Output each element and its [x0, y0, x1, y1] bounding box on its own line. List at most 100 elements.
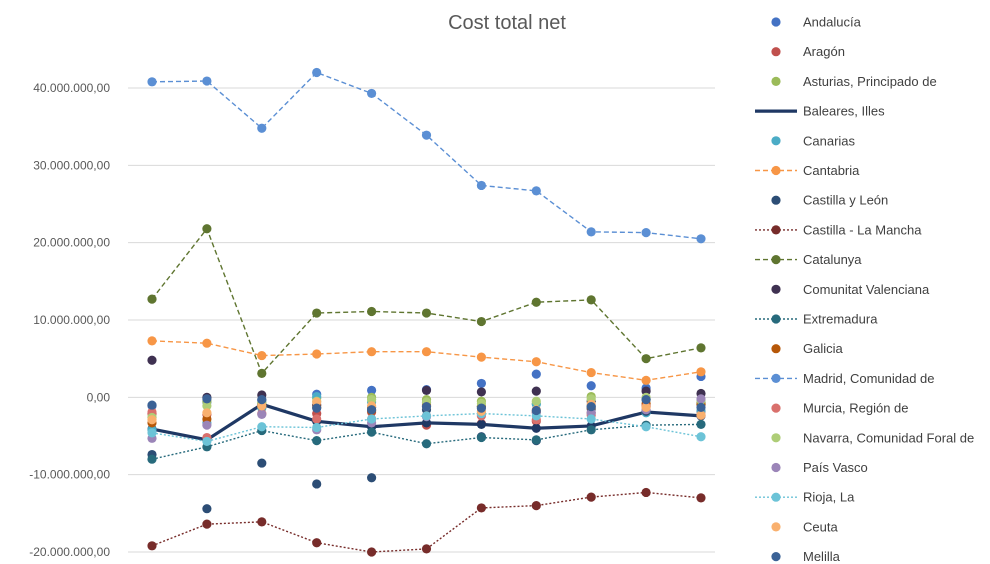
- legend-item: Melilla: [771, 549, 841, 564]
- legend-label: Rioja, La: [803, 490, 855, 505]
- data-point: [202, 504, 212, 514]
- data-point: [312, 67, 322, 78]
- legend-item: Canarias: [771, 133, 856, 148]
- data-point: [257, 458, 267, 468]
- data-point: [641, 487, 651, 498]
- series-8: [147, 224, 706, 378]
- legend-label: Navarra, Comunidad Foral de: [803, 430, 974, 445]
- data-point: [147, 355, 157, 365]
- series-18: [147, 394, 706, 416]
- legend-marker: [771, 17, 781, 27]
- data-point: [147, 454, 157, 464]
- legend-label: Aragón: [803, 44, 845, 59]
- legend-item: Castilla y León: [771, 193, 888, 208]
- data-point: [312, 308, 322, 318]
- legend-marker: [771, 225, 781, 235]
- data-point: [421, 411, 432, 421]
- data-point: [641, 354, 651, 364]
- data-point: [202, 76, 212, 86]
- data-point: [367, 473, 377, 483]
- data-point: [586, 414, 596, 424]
- data-point: [476, 387, 486, 397]
- data-point: [147, 400, 157, 410]
- data-point: [257, 422, 267, 432]
- data-point: [257, 350, 267, 361]
- data-point: [531, 435, 541, 445]
- legend-item: Andalucía: [771, 15, 862, 30]
- data-point: [147, 415, 157, 425]
- data-point: [641, 228, 651, 238]
- legend-item: Galicia: [771, 341, 844, 356]
- legend-label: Cantabria: [803, 163, 860, 178]
- legend-marker: [771, 255, 781, 265]
- data-point: [257, 409, 267, 419]
- data-point: [202, 394, 212, 404]
- data-point: [202, 338, 212, 348]
- legend-marker: [771, 552, 781, 562]
- data-point: [147, 294, 157, 304]
- legend-label: País Vasco: [803, 460, 868, 475]
- data-point: [476, 432, 486, 443]
- legend-label: Andalucía: [803, 15, 862, 30]
- series-line: [151, 71, 702, 240]
- data-point: [641, 395, 651, 405]
- data-point: [202, 224, 212, 234]
- legend-marker: [771, 314, 781, 324]
- data-point: [421, 130, 432, 140]
- y-axis-ticks: 40.000.000,00 30.000.000,00 20.000.000,00 1…: [29, 81, 110, 559]
- legend-item: Madrid, Comunidad de: [755, 371, 935, 386]
- data-point: [421, 385, 432, 395]
- data-point: [476, 316, 486, 327]
- data-point: [367, 88, 377, 99]
- legend-marker: [771, 403, 781, 413]
- data-point: [147, 77, 157, 87]
- series-7: [147, 487, 706, 557]
- legend-label: Castilla - La Mancha: [803, 222, 922, 237]
- data-point: [421, 308, 432, 318]
- data-point: [531, 423, 541, 433]
- series-line: [151, 340, 702, 382]
- y-tick-label: 0,00: [87, 390, 111, 404]
- legend-marker: [771, 76, 781, 86]
- data-point: [476, 419, 486, 429]
- data-point: [202, 436, 212, 447]
- series-plot: [147, 67, 706, 557]
- gridlines: [128, 87, 715, 553]
- data-point: [696, 394, 706, 404]
- legend-label: Galicia: [803, 341, 844, 356]
- legend-marker: [771, 373, 781, 383]
- data-point: [531, 396, 541, 406]
- legend-item: Castilla - La Mancha: [755, 222, 922, 237]
- legend-label: Catalunya: [803, 252, 862, 267]
- series-12: [147, 67, 706, 244]
- legend-label: Ceuta: [803, 519, 838, 534]
- data-point: [257, 395, 267, 405]
- legend-marker: [771, 284, 781, 294]
- data-point: [696, 493, 706, 503]
- data-point: [586, 492, 596, 502]
- data-point: [476, 180, 486, 191]
- data-point: [421, 544, 432, 554]
- legend-label: Castilla y León: [803, 193, 888, 208]
- data-point: [476, 352, 486, 362]
- legend-label: Extremadura: [803, 312, 878, 327]
- legend-item: Navarra, Comunidad Foral de: [771, 430, 974, 445]
- legend-marker: [771, 492, 781, 502]
- data-point: [641, 422, 651, 432]
- y-tick-label: 40.000.000,00: [33, 81, 110, 95]
- legend-marker: [771, 522, 781, 532]
- data-point: [531, 405, 541, 416]
- legend-label: Comunitat Valenciana: [803, 282, 930, 297]
- data-point: [586, 425, 596, 435]
- data-point: [421, 439, 432, 449]
- legend-label: Melilla: [803, 549, 841, 564]
- legend-label: Murcia, Región de: [803, 401, 909, 416]
- data-point: [421, 347, 432, 357]
- series-5: [147, 336, 706, 385]
- data-point: [202, 420, 212, 430]
- data-point: [312, 538, 322, 548]
- data-point: [696, 410, 706, 420]
- legend-marker: [771, 47, 781, 57]
- data-point: [586, 367, 596, 378]
